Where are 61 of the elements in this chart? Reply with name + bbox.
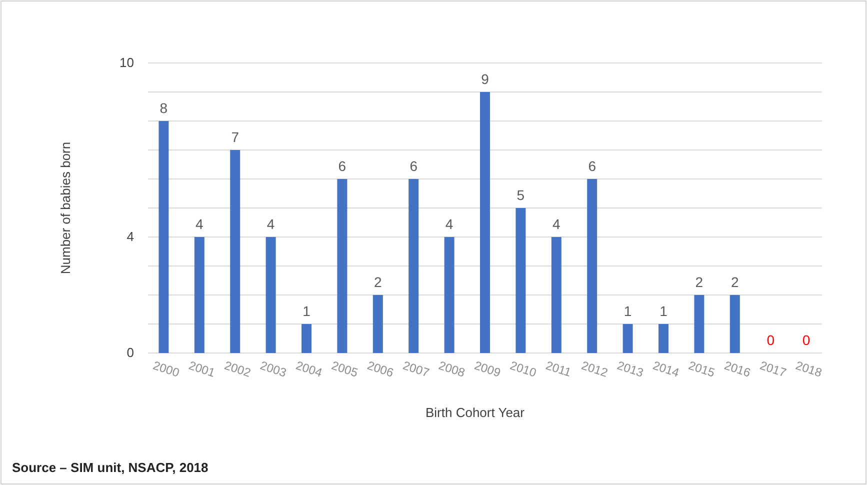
bar bbox=[622, 324, 633, 353]
x-tick-label: 2014 bbox=[651, 358, 682, 380]
bar bbox=[408, 179, 419, 353]
y-tick-label: 10 bbox=[120, 55, 134, 70]
data-label: 0 bbox=[802, 332, 810, 348]
data-label: 5 bbox=[516, 187, 525, 203]
data-label: 7 bbox=[231, 129, 240, 145]
data-label: 2 bbox=[374, 274, 382, 290]
data-label: 6 bbox=[588, 158, 596, 174]
data-label: 4 bbox=[196, 216, 204, 232]
bar bbox=[302, 324, 312, 353]
x-tick-label: 2005 bbox=[330, 358, 360, 380]
x-tick-label: 2004 bbox=[294, 358, 324, 380]
data-label: 4 bbox=[552, 216, 560, 232]
bar bbox=[480, 92, 490, 353]
x-tick-label: 2007 bbox=[401, 358, 432, 380]
x-tick-label: 2017 bbox=[758, 358, 788, 380]
data-label: 4 bbox=[445, 216, 454, 232]
bar bbox=[516, 208, 526, 353]
y-tick-label: 0 bbox=[126, 345, 134, 360]
bar bbox=[230, 150, 240, 353]
x-tick-label: 2011 bbox=[544, 358, 574, 380]
data-label: 8 bbox=[160, 100, 168, 116]
bar bbox=[158, 121, 169, 353]
x-tick-label: 2009 bbox=[472, 358, 503, 380]
bar bbox=[658, 324, 668, 353]
x-tick-label: 2012 bbox=[580, 358, 610, 380]
bar bbox=[444, 237, 454, 353]
data-label: 2 bbox=[695, 274, 704, 290]
y-axis-title: Number of babies born bbox=[58, 142, 73, 274]
source-note: Source – SIM unit, NSACP, 2018 bbox=[12, 460, 208, 475]
data-label: 9 bbox=[481, 71, 490, 87]
data-label: 6 bbox=[410, 158, 418, 174]
data-label: 1 bbox=[302, 303, 311, 319]
x-tick-label: 2003 bbox=[258, 358, 288, 380]
x-tick-label: 2006 bbox=[366, 358, 396, 380]
x-tick-label: 2002 bbox=[222, 358, 253, 380]
bar bbox=[337, 179, 348, 353]
x-tick-label: 2000 bbox=[151, 358, 182, 380]
data-label: 4 bbox=[266, 216, 275, 232]
data-label: 1 bbox=[624, 303, 632, 319]
data-label: 6 bbox=[338, 158, 346, 174]
bar bbox=[694, 295, 704, 353]
data-label: 1 bbox=[660, 303, 668, 319]
x-tick-label: 2008 bbox=[436, 358, 467, 380]
bar bbox=[266, 237, 276, 353]
x-tick-label: 2015 bbox=[686, 358, 717, 380]
x-tick-label: 2010 bbox=[508, 358, 538, 380]
x-axis-title: Birth Cohort Year bbox=[425, 405, 526, 420]
x-tick-label: 2016 bbox=[722, 358, 753, 380]
x-tick-label: 2018 bbox=[794, 358, 824, 380]
data-label: 0 bbox=[766, 332, 775, 348]
bar bbox=[730, 295, 740, 353]
bar bbox=[587, 179, 598, 353]
bar bbox=[551, 237, 562, 353]
x-tick-label: 2001 bbox=[187, 358, 218, 380]
bar bbox=[372, 295, 383, 353]
data-label: 2 bbox=[730, 274, 739, 290]
bar bbox=[194, 237, 204, 353]
x-tick-label: 2013 bbox=[615, 358, 646, 380]
y-tick-label: 4 bbox=[126, 229, 134, 244]
